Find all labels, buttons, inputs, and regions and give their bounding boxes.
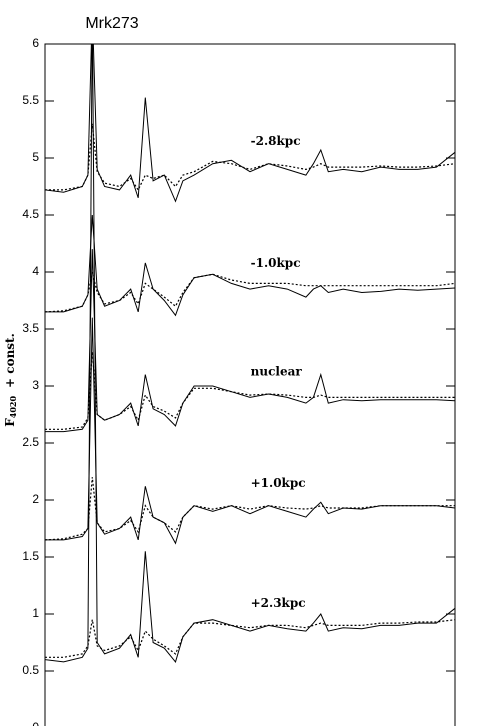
y-tick-label: 1.5 [22,549,39,563]
model-line [45,351,455,430]
y-tick-label: 3 [32,378,39,392]
spectrum-line [45,249,455,433]
y-tick-label: 4 [32,264,39,278]
y-tick-label: 5 [32,150,39,164]
y-tick-label: 4.5 [22,207,39,221]
series-label: +1.0kpc [251,476,306,490]
y-tick-label: 6 [32,36,39,50]
y-axis-label: F4020 + const. [3,333,19,427]
y-label-main: F [3,418,17,427]
model-line [45,271,455,313]
y-label-sub: 4020 [8,396,18,419]
y-tick-label: 1 [32,606,39,620]
y-tick-label: 2.5 [22,435,39,449]
spectrum-line [45,214,455,317]
y-tick-label: 0.5 [22,663,39,677]
model-line [45,619,455,658]
series-label: -2.8kpc [251,134,301,148]
plot-area [45,44,455,663]
y-label-rest: + const. [3,333,17,388]
series-label: nuclear [251,364,303,378]
y-tick-label: 2 [32,492,39,506]
spectrum-line [45,317,455,545]
y-tick-label: 0 [32,720,39,726]
y-tick-label: 5.5 [22,93,39,107]
model-line [45,477,455,541]
chart-title: Mrk273 [85,15,138,32]
series-label: -1.0kpc [251,256,301,270]
spectrum-line [45,44,455,663]
spectrum-line [45,44,455,203]
y-tick-label: 3.5 [22,321,39,335]
series-label: +2.3kpc [251,596,306,610]
model-line [45,123,455,192]
